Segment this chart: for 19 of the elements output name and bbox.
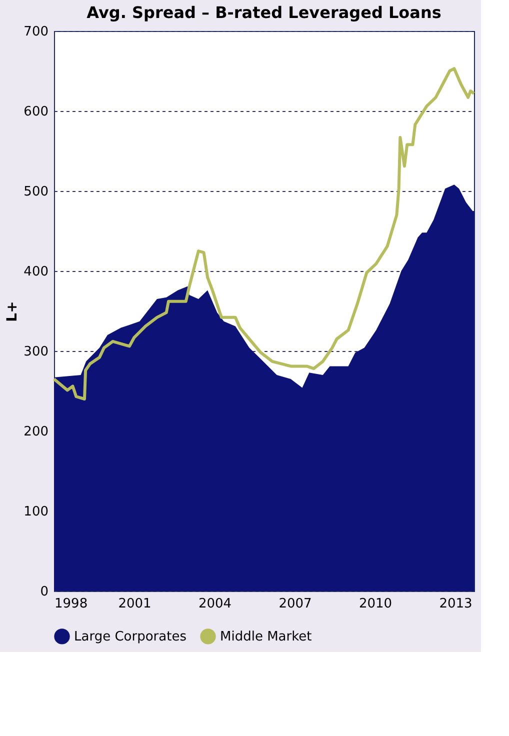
y-tick-label: 200 xyxy=(24,424,48,440)
chart-title: Avg. Spread – B-rated Leveraged Loans xyxy=(86,3,442,22)
x-tick-label: 2013 xyxy=(439,596,472,612)
y-tick-label: 100 xyxy=(24,504,48,520)
line-series xyxy=(52,67,476,400)
y-tick-label: 300 xyxy=(24,344,48,360)
x-tick-label: 2001 xyxy=(118,596,152,612)
x-tick-label: 2004 xyxy=(198,596,232,612)
x-tick-label: 2010 xyxy=(358,596,392,612)
y-tick-label: 600 xyxy=(24,104,48,120)
legend-label: Large Corporates xyxy=(74,629,187,644)
y-tick-label: 700 xyxy=(24,24,48,40)
y-tick-label: 0 xyxy=(40,584,48,600)
y-tick-label: 500 xyxy=(24,184,48,200)
y-axis-title: L+ xyxy=(4,301,21,322)
legend-label: Middle Market xyxy=(220,629,312,644)
x-tick-label: 1998 xyxy=(54,596,88,612)
x-tick-label: 2007 xyxy=(278,596,312,612)
y-tick-label: 400 xyxy=(24,264,48,280)
